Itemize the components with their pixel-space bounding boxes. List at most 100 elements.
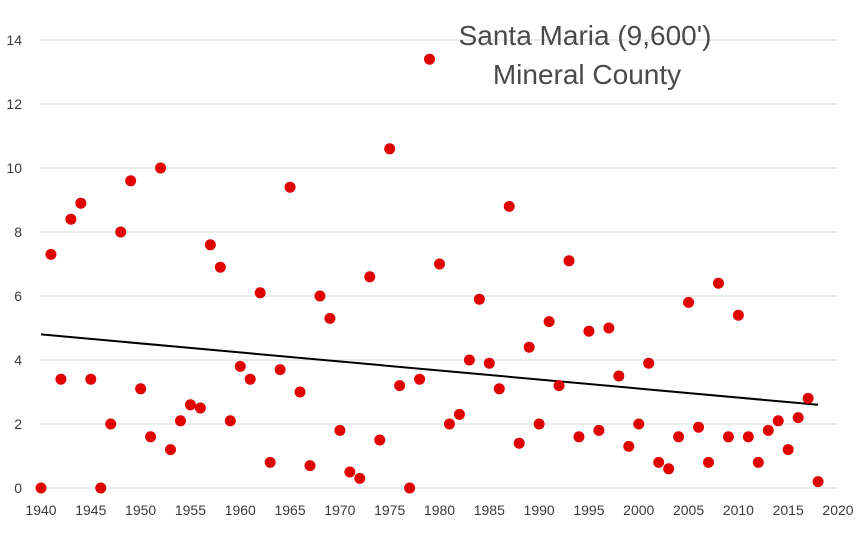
y-tick-label: 14	[6, 32, 22, 48]
data-point-1977	[404, 482, 416, 494]
data-point-1942	[55, 373, 67, 385]
x-tick-label: 1945	[75, 502, 106, 518]
data-point-1963	[264, 456, 276, 468]
x-tick-label: 1975	[374, 502, 405, 518]
data-point-2006	[693, 421, 705, 433]
data-point-1961	[244, 373, 256, 385]
x-tick-label: 1940	[25, 502, 56, 518]
data-point-1944	[75, 197, 87, 209]
data-point-1948	[115, 226, 127, 238]
chart-title-line-1: Santa Maria (9,600')	[459, 20, 712, 51]
data-point-1968	[314, 290, 326, 302]
data-point-2000	[633, 418, 645, 430]
data-point-1945	[85, 373, 97, 385]
data-point-1967	[304, 460, 316, 472]
data-point-1984	[473, 293, 485, 305]
y-tick-label: 12	[6, 96, 22, 112]
data-point-1949	[125, 175, 137, 187]
data-point-1973	[364, 271, 376, 283]
data-point-2015	[782, 444, 794, 456]
x-tick-label: 1955	[175, 502, 206, 518]
trendline-group	[40, 333, 819, 406]
data-point-1958	[214, 261, 226, 273]
data-point-1983	[463, 354, 475, 366]
x-tick-label: 1985	[474, 502, 505, 518]
y-axis-tick-labels: 0 2 4 6 8 10 12 14	[6, 32, 22, 496]
chart-title-line-2: Mineral County	[493, 59, 681, 90]
chart-title: Santa Maria (9,600') Mineral County	[459, 20, 712, 90]
x-tick-label: 2000	[623, 502, 654, 518]
data-point-1969	[324, 312, 336, 324]
data-point-1962	[254, 287, 266, 299]
data-point-1955	[184, 399, 196, 411]
data-point-1978	[414, 373, 426, 385]
data-point-2002	[653, 456, 665, 468]
y-tick-label: 4	[14, 352, 22, 368]
data-point-1993	[563, 255, 575, 267]
data-point-1965	[284, 181, 296, 193]
data-point-1946	[95, 482, 107, 494]
data-point-1981	[443, 418, 455, 430]
x-tick-label: 1950	[125, 502, 156, 518]
data-point-1952	[155, 162, 167, 174]
data-point-2018	[812, 476, 824, 488]
data-point-2010	[732, 309, 744, 321]
data-point-1985	[483, 357, 495, 369]
data-point-1956	[194, 402, 206, 414]
data-point-1943	[65, 213, 77, 225]
data-point-2007	[702, 456, 714, 468]
x-tick-label: 1980	[424, 502, 455, 518]
data-point-2003	[663, 463, 675, 475]
x-tick-label: 2020	[822, 502, 853, 518]
data-point-1999	[623, 440, 635, 452]
data-point-1989	[523, 341, 535, 353]
data-point-1971	[344, 466, 356, 478]
x-tick-label: 2015	[773, 502, 804, 518]
data-point-1994	[573, 431, 585, 443]
data-point-1960	[234, 360, 246, 372]
x-tick-label: 1960	[225, 502, 256, 518]
data-point-1982	[453, 408, 465, 420]
data-point-1991	[543, 316, 555, 328]
data-point-2013	[762, 424, 774, 436]
data-point-1947	[105, 418, 117, 430]
data-point-1979	[424, 53, 436, 65]
data-point-1951	[145, 431, 157, 443]
data-point-1940	[35, 482, 47, 494]
data-point-2016	[792, 412, 804, 424]
data-point-1964	[274, 364, 286, 376]
data-point-1966	[294, 386, 306, 398]
data-point-1987	[503, 200, 515, 212]
y-tick-label: 8	[14, 224, 22, 240]
data-point-1998	[613, 370, 625, 382]
data-point-1988	[513, 437, 525, 449]
y-tick-label: 2	[14, 416, 22, 432]
data-point-2012	[752, 456, 764, 468]
x-tick-label: 2010	[723, 502, 754, 518]
data-point-1970	[334, 424, 346, 436]
linear-trendline	[40, 333, 819, 406]
data-point-2014	[772, 415, 784, 427]
x-tick-label: 1990	[524, 502, 555, 518]
x-tick-label: 1995	[573, 502, 604, 518]
data-point-2001	[643, 357, 655, 369]
data-point-1976	[394, 380, 406, 392]
data-point-2004	[673, 431, 685, 443]
gridlines	[41, 39, 838, 489]
data-point-1995	[583, 325, 595, 337]
data-point-1950	[135, 383, 147, 395]
x-axis-tick-labels: 1940 1945 1950 1955 1960 1965 1970 1975 1980 1985…	[25, 502, 853, 518]
data-point-1953	[165, 444, 177, 456]
x-tick-label: 1965	[274, 502, 305, 518]
data-point-1975	[384, 143, 396, 155]
x-tick-label: 2005	[673, 502, 704, 518]
data-point-2017	[802, 392, 814, 404]
data-point-1954	[174, 415, 186, 427]
data-point-1990	[533, 418, 545, 430]
data-point-1986	[493, 383, 505, 395]
data-point-2008	[712, 277, 724, 289]
y-tick-label: 6	[14, 288, 22, 304]
data-point-1980	[434, 258, 445, 270]
data-point-1997	[603, 322, 615, 334]
